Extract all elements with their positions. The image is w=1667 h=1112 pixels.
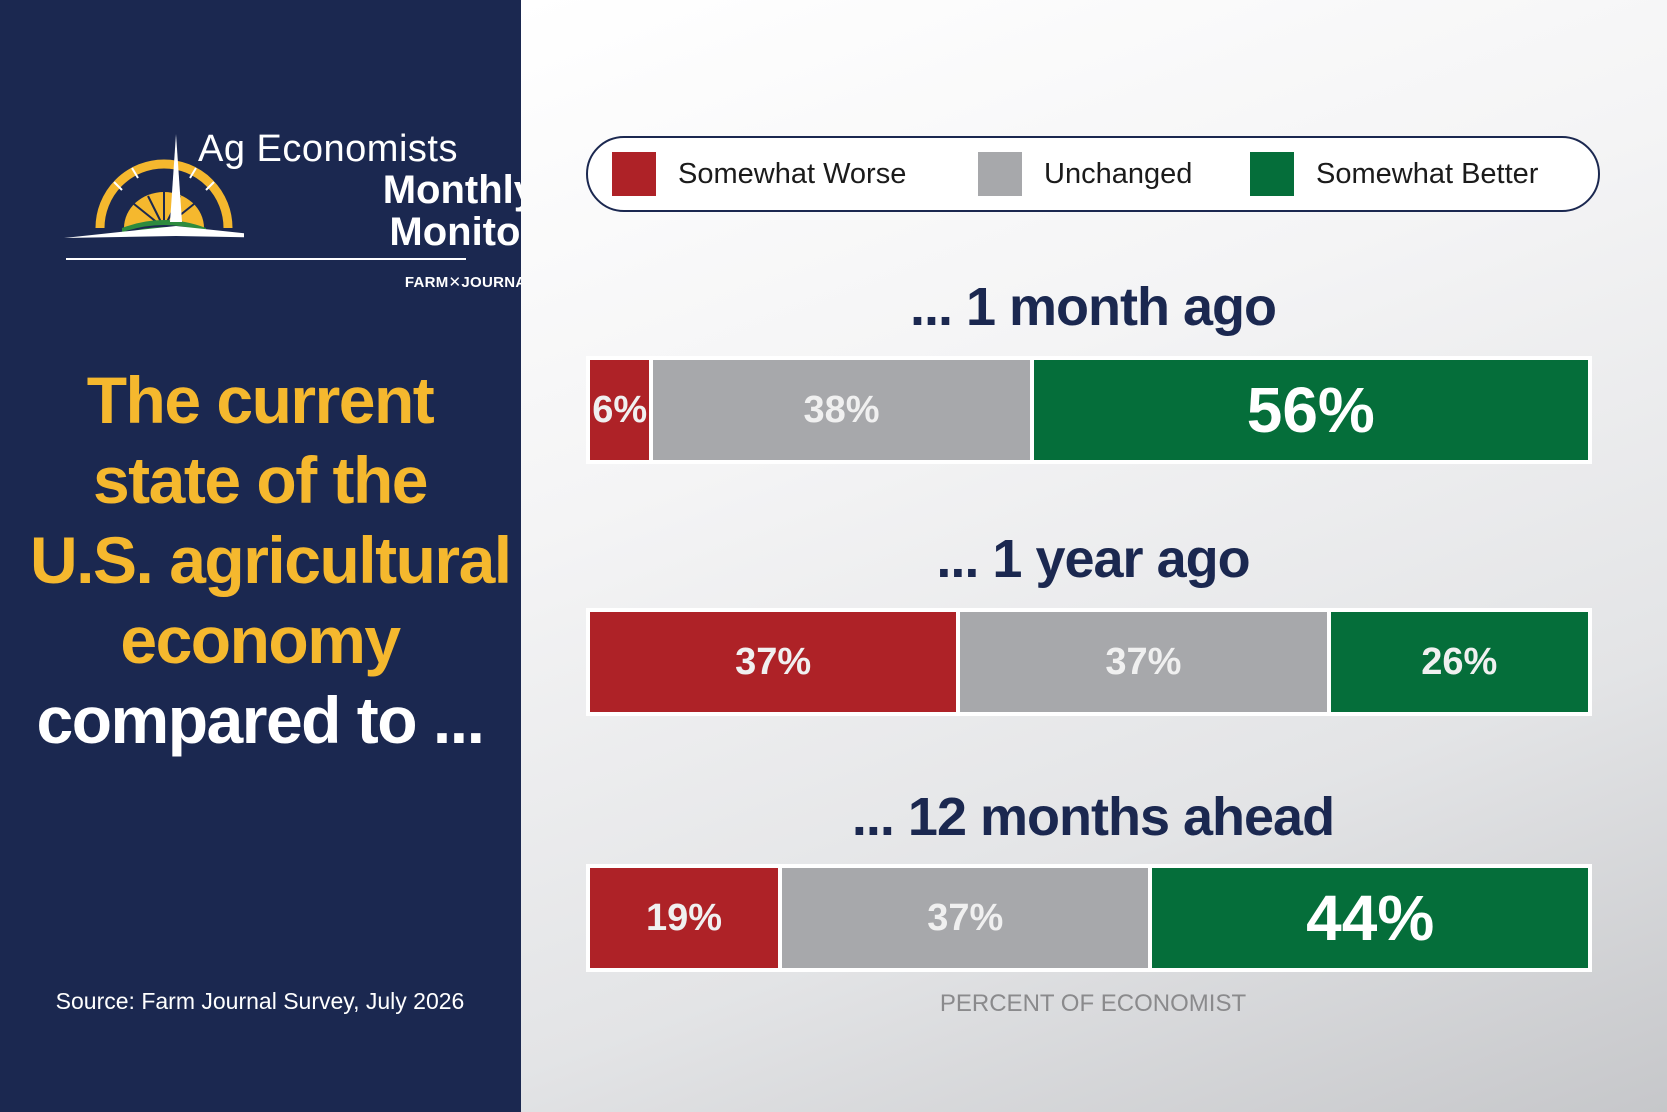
legend-item-unchanged: Unchanged <box>978 152 1192 196</box>
group-title-1-month: ... 1 month ago <box>909 277 1277 337</box>
legend-swatch-better <box>1250 152 1294 196</box>
legend-swatch-unchanged <box>978 152 1022 196</box>
legend-swatch-worse <box>612 152 656 196</box>
source-note: Source: Farm Journal Survey, July 2026 <box>55 988 465 1014</box>
group-title-1-year: ... 1 year ago <box>936 529 1250 589</box>
bar-segment-worse-1-month: 6% <box>590 360 650 460</box>
chart-legend: Somewhat Worse Unchanged Somewhat Better <box>586 136 1600 212</box>
bar-segment-better-1-month: 56% <box>1033 360 1588 460</box>
bar-segment-unchanged-1-year: 37% <box>960 612 1327 712</box>
bar-value-label: 6% <box>592 388 648 431</box>
legend-label-better: Somewhat Better <box>1316 157 1539 190</box>
legend-item-better: Somewhat Better <box>1250 152 1538 196</box>
legend-label-worse: Somewhat Worse <box>678 157 907 190</box>
headline: The current state of the U.S. agricultur… <box>30 360 512 760</box>
ag-economists-logo: Ag Economists Monthly Monitor FARM✕JOURN… <box>64 128 536 291</box>
headline-line-4: economy <box>120 603 401 677</box>
bar-segment-better-12-months: 44% <box>1152 868 1588 968</box>
bar-value-label: 38% <box>803 388 880 431</box>
bar-segment-better-1-year: 26% <box>1330 612 1588 712</box>
bar-row-1-year: 37% 37% 26% <box>586 608 1592 716</box>
bar-value-label: 37% <box>1105 640 1182 683</box>
headline-line-5: compared to ... <box>36 683 485 757</box>
bar-value-label: 56% <box>1246 374 1375 446</box>
bar-row-1-month: 6% 38% 56% <box>586 356 1592 464</box>
logo-title-line2: Monthly <box>382 168 536 212</box>
bar-value-label: 26% <box>1421 640 1498 683</box>
bar-segment-worse-12-months: 19% <box>590 868 779 968</box>
logo-title-line3: Monitor <box>389 210 536 254</box>
headline-line-1: The current <box>86 363 435 437</box>
headline-line-3: U.S. agricultural <box>30 523 512 597</box>
logo-title-line1: Ag Economists <box>198 128 458 170</box>
bar-value-label: 37% <box>735 640 812 683</box>
axis-note: PERCENT OF ECONOMIST <box>939 990 1247 1017</box>
sunrise-compass-icon <box>64 134 244 238</box>
logo-divider <box>66 258 466 260</box>
bar-value-label: 44% <box>1306 882 1435 954</box>
bar-segment-unchanged-12-months: 37% <box>782 868 1149 968</box>
group-title-12-months: ... 12 months ahead <box>851 787 1335 847</box>
farm-journal-brand: FARM✕JOURNAL <box>404 274 536 291</box>
left-panel: Ag Economists Monthly Monitor FARM✕JOURN… <box>0 0 536 1112</box>
bar-row-12-months: 19% 37% 44% <box>586 864 1592 972</box>
headline-line-2: state of the <box>92 443 429 517</box>
bar-segment-worse-1-year: 37% <box>590 612 957 712</box>
bar-value-label: 19% <box>646 896 723 939</box>
legend-item-worse: Somewhat Worse <box>612 152 906 196</box>
legend-label-unchanged: Unchanged <box>1044 157 1193 190</box>
bar-segment-unchanged-1-month: 38% <box>653 360 1030 460</box>
bar-value-label: 37% <box>927 896 1004 939</box>
